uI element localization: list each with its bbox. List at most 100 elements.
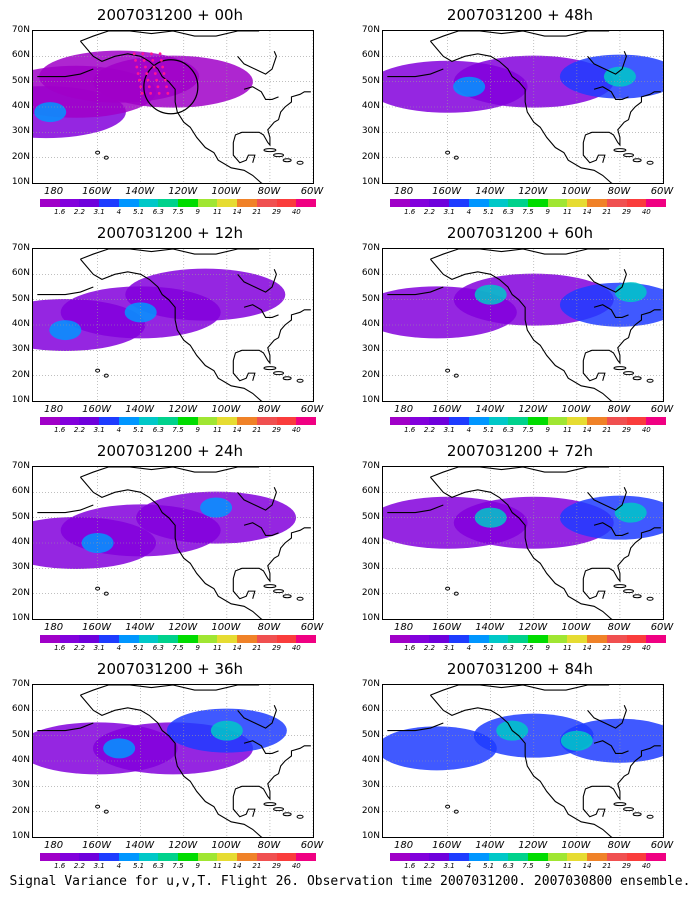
colorbar-swatch bbox=[429, 635, 450, 643]
coastline bbox=[587, 487, 627, 511]
colorbar-swatch bbox=[158, 853, 179, 861]
dropsonde-marker bbox=[145, 72, 149, 75]
latitude-tick-label: 40N bbox=[361, 755, 380, 765]
colorbar-label: 9 bbox=[195, 426, 200, 434]
coastline bbox=[37, 722, 94, 732]
colorbar-label: 21 bbox=[602, 644, 612, 652]
colorbar-swatch bbox=[626, 199, 647, 207]
longitude-tick-label: 80W bbox=[257, 622, 281, 633]
dropsonde-marker bbox=[151, 58, 155, 62]
longitude-tick-label: 140W bbox=[125, 404, 155, 415]
colorbar-swatch bbox=[488, 417, 509, 425]
colorbar-label: 11 bbox=[212, 644, 222, 652]
colorbar-swatch bbox=[197, 635, 218, 643]
latitude-tick-label: 20N bbox=[11, 151, 30, 162]
colorbar-swatch bbox=[468, 853, 489, 861]
island-outline bbox=[646, 160, 654, 165]
colorbar-swatch bbox=[99, 417, 119, 425]
latitude-tick-label: 20N bbox=[11, 587, 30, 598]
longitude-tick-label: 180 bbox=[43, 840, 64, 851]
colorbar-swatch bbox=[626, 853, 647, 861]
colorbar-swatch bbox=[547, 199, 568, 207]
island-outline bbox=[95, 586, 101, 591]
colorbar-swatch bbox=[59, 199, 80, 207]
latitude-tick-label: 50N bbox=[11, 75, 30, 86]
colorbar-swatch bbox=[79, 853, 100, 861]
latitude-tick-label: 50N bbox=[11, 293, 30, 304]
longitude-labels: 180 160W 140W 120W 100W 80W 60W bbox=[382, 840, 673, 852]
latitude-tick-label: 50N bbox=[361, 293, 380, 304]
latitude-tick-label: 60N bbox=[361, 50, 380, 61]
colorbar-swatch bbox=[488, 199, 509, 207]
panel-title: 2007031200 + 72h bbox=[446, 442, 594, 460]
longitude-tick-label: 160W bbox=[432, 840, 462, 851]
dropsonde-marker bbox=[150, 52, 153, 56]
dropsonde-marker bbox=[136, 72, 140, 75]
island-outline bbox=[282, 158, 292, 163]
coastline bbox=[430, 685, 610, 696]
variance-map-svg bbox=[33, 467, 313, 619]
coastline bbox=[37, 68, 94, 78]
map-area bbox=[382, 684, 664, 838]
island-outline bbox=[453, 373, 459, 378]
colorbar-swatch bbox=[178, 853, 198, 861]
longitude-tick-label: 60W bbox=[650, 622, 674, 633]
dropsonde-marker bbox=[140, 91, 144, 95]
colorbar-labels: 1.6 2.2 3.1 4 5.1 6.3 7.5 9 11 14 21 29 40 bbox=[390, 426, 666, 436]
colorbar bbox=[390, 199, 667, 207]
colorbar-label: 1.6 bbox=[404, 208, 416, 216]
colorbar-label: 3.1 bbox=[93, 426, 105, 434]
longitude-tick-label: 60W bbox=[300, 186, 324, 197]
island-outline bbox=[613, 802, 627, 807]
colorbar-labels: 1.6 2.2 3.1 4 5.1 6.3 7.5 9 11 14 21 29 40 bbox=[40, 208, 316, 218]
colorbar-label: 4 bbox=[466, 644, 472, 652]
coastline bbox=[80, 685, 260, 696]
colorbar-label: 9 bbox=[195, 208, 200, 216]
panel-title: 2007031200 + 00h bbox=[96, 6, 244, 24]
coastline bbox=[429, 40, 612, 183]
colorbar-label: 7.5 bbox=[522, 426, 534, 434]
coastline bbox=[582, 142, 606, 164]
latitude-tick-label: 30N bbox=[11, 562, 30, 573]
colorbar-swatch bbox=[606, 635, 627, 643]
island-outline bbox=[632, 158, 642, 163]
latitude-tick-label: 20N bbox=[361, 369, 380, 380]
colorbar-swatch bbox=[468, 635, 489, 643]
colorbar-label: 5.1 bbox=[132, 862, 145, 870]
colorbar-swatch bbox=[508, 853, 529, 861]
longitude-tick-label: 80W bbox=[607, 186, 631, 197]
variance-blob bbox=[383, 726, 497, 771]
longitude-tick-label: 180 bbox=[393, 622, 414, 633]
colorbar-label: 14 bbox=[582, 208, 592, 216]
longitude-labels: 180 160W 140W 120W 100W 80W 60W bbox=[382, 404, 673, 416]
island-outline bbox=[613, 148, 627, 153]
colorbar-label: 11 bbox=[562, 426, 572, 434]
colorbar-swatch bbox=[197, 199, 218, 207]
colorbar-label: 14 bbox=[232, 426, 242, 434]
latitude-tick-label: 10N bbox=[11, 177, 30, 187]
colorbar-label: 5.1 bbox=[482, 426, 495, 434]
island-outline bbox=[623, 589, 635, 594]
latitude-tick-label: 20N bbox=[11, 805, 30, 816]
coastline bbox=[79, 476, 262, 619]
longitude-tick-label: 120W bbox=[518, 622, 548, 633]
colorbar-label: 9 bbox=[545, 644, 550, 652]
colorbar-label: 29 bbox=[272, 208, 282, 216]
colorbar-swatch bbox=[217, 635, 238, 643]
variance-blob bbox=[453, 76, 486, 97]
colorbar bbox=[390, 635, 667, 643]
colorbar-label: 40 bbox=[641, 208, 651, 216]
coastline bbox=[587, 705, 627, 729]
coastline bbox=[80, 467, 260, 478]
dropsonde-marker bbox=[161, 65, 165, 69]
latitude-tick-label: 30N bbox=[11, 780, 30, 791]
island-outline bbox=[632, 594, 642, 599]
latitude-tick-label: 60N bbox=[11, 486, 30, 497]
island-outline bbox=[623, 153, 635, 158]
colorbar-swatch bbox=[296, 417, 317, 425]
island-outline bbox=[103, 591, 109, 596]
colorbar-labels: 1.6 2.2 3.1 4 5.1 6.3 7.5 9 11 14 21 29 40 bbox=[40, 644, 316, 654]
colorbar-label: 21 bbox=[252, 644, 262, 652]
colorbar-label: 14 bbox=[582, 426, 592, 434]
latitude-tick-label: 10N bbox=[11, 613, 30, 623]
